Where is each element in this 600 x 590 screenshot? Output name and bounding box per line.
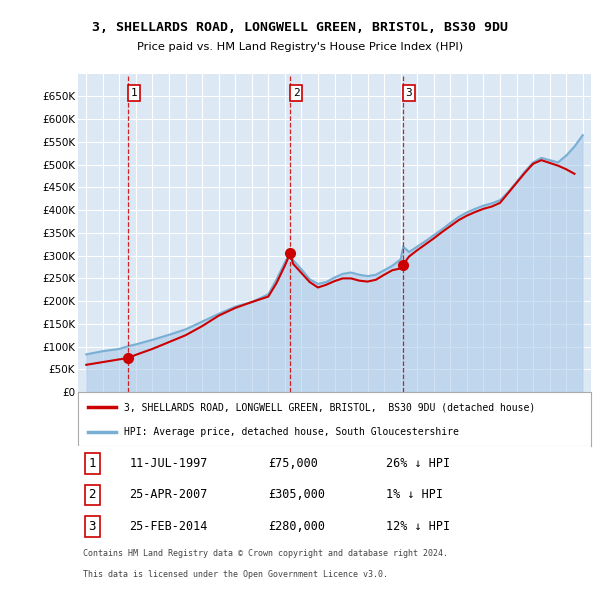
Text: 3, SHELLARDS ROAD, LONGWELL GREEN, BRISTOL, BS30 9DU: 3, SHELLARDS ROAD, LONGWELL GREEN, BRIST… <box>92 21 508 34</box>
Text: 1: 1 <box>131 88 137 98</box>
Text: Price paid vs. HM Land Registry's House Price Index (HPI): Price paid vs. HM Land Registry's House … <box>137 42 463 53</box>
Text: 3: 3 <box>89 520 96 533</box>
Text: £280,000: £280,000 <box>268 520 325 533</box>
Text: 2: 2 <box>293 88 299 98</box>
Text: 1: 1 <box>89 457 96 470</box>
Text: 2: 2 <box>89 489 96 502</box>
Text: 3, SHELLARDS ROAD, LONGWELL GREEN, BRISTOL,  BS30 9DU (detached house): 3, SHELLARDS ROAD, LONGWELL GREEN, BRIST… <box>124 402 535 412</box>
Text: 3: 3 <box>406 88 412 98</box>
Text: £305,000: £305,000 <box>268 489 325 502</box>
Text: 26% ↓ HPI: 26% ↓ HPI <box>386 457 450 470</box>
Text: Contains HM Land Registry data © Crown copyright and database right 2024.: Contains HM Land Registry data © Crown c… <box>83 549 448 558</box>
Text: This data is licensed under the Open Government Licence v3.0.: This data is licensed under the Open Gov… <box>83 569 388 579</box>
Text: HPI: Average price, detached house, South Gloucestershire: HPI: Average price, detached house, Sout… <box>124 428 459 438</box>
Text: 25-APR-2007: 25-APR-2007 <box>130 489 208 502</box>
Text: 12% ↓ HPI: 12% ↓ HPI <box>386 520 450 533</box>
Text: 1% ↓ HPI: 1% ↓ HPI <box>386 489 443 502</box>
Text: £75,000: £75,000 <box>268 457 317 470</box>
Text: 11-JUL-1997: 11-JUL-1997 <box>130 457 208 470</box>
Text: 25-FEB-2014: 25-FEB-2014 <box>130 520 208 533</box>
